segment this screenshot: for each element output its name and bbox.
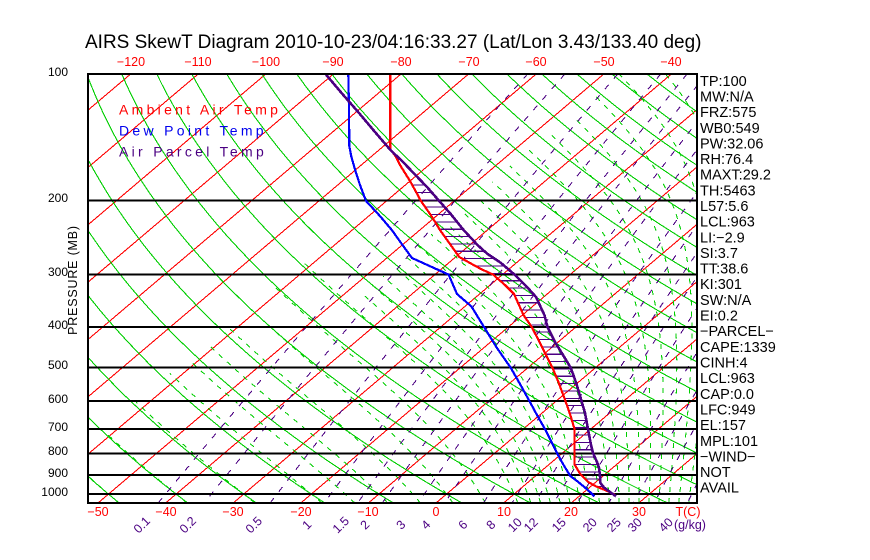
svg-text:500: 500: [48, 358, 68, 372]
svg-text:EI:0.2: EI:0.2: [700, 309, 738, 325]
svg-text:400: 400: [48, 318, 68, 332]
svg-text:PW:32.06: PW:32.06: [700, 136, 763, 152]
svg-text:600: 600: [48, 392, 68, 406]
svg-text:Air Parcel Temp: Air Parcel Temp: [119, 144, 267, 160]
svg-text:SI:3.7: SI:3.7: [700, 246, 738, 262]
svg-text:−20: −20: [290, 505, 311, 519]
svg-text:−40: −40: [660, 55, 681, 69]
svg-text:1000: 1000: [41, 485, 68, 499]
svg-text:TT:38.6: TT:38.6: [700, 262, 748, 278]
svg-text:−100: −100: [252, 55, 280, 69]
svg-text:KI:301: KI:301: [700, 277, 742, 293]
svg-text:RH:76.4: RH:76.4: [700, 152, 753, 168]
svg-text:MPL:101: MPL:101: [700, 434, 758, 450]
svg-text:700: 700: [48, 420, 68, 434]
svg-text:Ambient Air Temp: Ambient Air Temp: [119, 102, 281, 118]
svg-text:−120: −120: [117, 55, 145, 69]
svg-text:−60: −60: [525, 55, 546, 69]
svg-text:FRZ:575: FRZ:575: [700, 105, 756, 121]
svg-text:−110: −110: [184, 55, 211, 69]
svg-text:−50: −50: [87, 505, 108, 519]
svg-text:−40: −40: [155, 505, 176, 519]
svg-text:PRESSURE (MB): PRESSURE (MB): [66, 225, 80, 335]
svg-text:−30: −30: [222, 505, 243, 519]
svg-text:NOT: NOT: [700, 465, 731, 481]
svg-text:800: 800: [48, 444, 68, 458]
svg-text:10: 10: [497, 505, 511, 519]
svg-text:200: 200: [48, 191, 68, 205]
svg-text:L57:5.6: L57:5.6: [700, 199, 748, 215]
svg-text:WB0:549: WB0:549: [700, 121, 760, 137]
svg-text:MAXT:29.2: MAXT:29.2: [700, 168, 771, 184]
svg-text:AIRS SkewT Diagram 2010-10-23/: AIRS SkewT Diagram 2010-10-23/04:16:33.2…: [85, 32, 702, 53]
svg-text:TP:100: TP:100: [700, 74, 747, 90]
svg-text:CINH:4: CINH:4: [700, 356, 748, 372]
svg-text:MW:N/A: MW:N/A: [700, 90, 754, 106]
svg-text:−10: −10: [357, 505, 378, 519]
svg-text:AVAIL: AVAIL: [700, 481, 739, 497]
svg-text:LCL:963: LCL:963: [700, 371, 755, 387]
svg-text:−WIND−: −WIND−: [700, 449, 756, 465]
svg-text:(g/kg): (g/kg): [674, 518, 706, 532]
svg-text:EL:157: EL:157: [700, 418, 746, 434]
svg-text:−80: −80: [390, 55, 411, 69]
svg-text:T(C): T(C): [676, 505, 701, 519]
svg-text:900: 900: [48, 466, 68, 480]
svg-text:SW:N/A: SW:N/A: [700, 293, 752, 309]
svg-text:TH:5463: TH:5463: [700, 183, 756, 199]
svg-text:LCL:963: LCL:963: [700, 215, 755, 231]
svg-text:Dew Point Temp: Dew Point Temp: [119, 123, 267, 139]
svg-text:−90: −90: [322, 55, 343, 69]
svg-text:−PARCEL−: −PARCEL−: [700, 324, 774, 340]
svg-text:20: 20: [564, 505, 578, 519]
svg-text:100: 100: [48, 65, 68, 79]
svg-text:CAP:0.0: CAP:0.0: [700, 387, 754, 403]
svg-text:−50: −50: [593, 55, 614, 69]
svg-text:−70: −70: [458, 55, 479, 69]
svg-text:CAPE:1339: CAPE:1339: [700, 340, 776, 356]
svg-text:LFC:949: LFC:949: [700, 403, 756, 419]
svg-text:300: 300: [48, 265, 68, 279]
svg-text:LI:−2.9: LI:−2.9: [700, 230, 745, 246]
svg-text:30: 30: [632, 505, 646, 519]
svg-text:0: 0: [433, 505, 440, 519]
